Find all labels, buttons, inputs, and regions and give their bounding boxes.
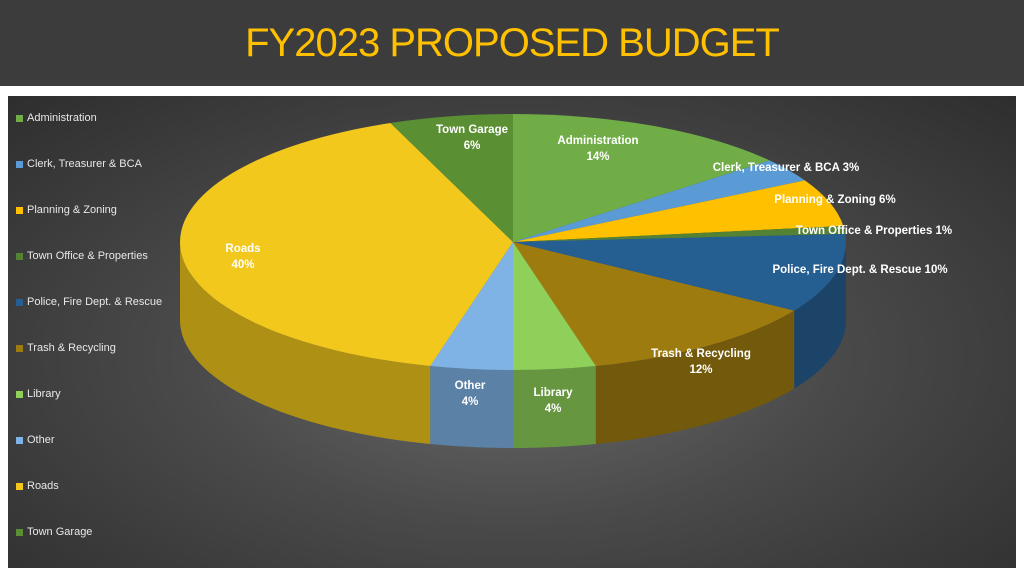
legend-label: Town Office & Properties: [27, 250, 148, 262]
legend-label: Other: [27, 434, 55, 446]
legend-item-trash-and-recycling: Trash & Recycling: [16, 342, 116, 354]
slice-label-name: Administration: [557, 135, 638, 147]
pie-slice-town-garage: [390, 114, 513, 242]
slice-label-name: Town Garage: [436, 124, 508, 136]
pie-slice-other: [430, 242, 513, 370]
legend-item-library: Library: [16, 388, 61, 400]
slice-label-administration: Administration 14%: [557, 135, 638, 163]
legend-label: Administration: [27, 112, 97, 124]
legend-swatch: [16, 482, 23, 490]
legend-swatch: [16, 344, 23, 352]
slice-label-name: Roads: [225, 243, 260, 255]
pie-side-roads: [180, 242, 431, 444]
pie-slice-town-office-and-properties: [513, 225, 846, 242]
slice-label-trash-and-recycling: Trash & Recycling 12%: [651, 348, 751, 376]
pie-slice-trash-and-recycling: [513, 242, 795, 366]
slice-label-other: Other 4%: [455, 380, 486, 408]
pie-side-library: [513, 365, 596, 448]
slice-label-name: Other: [455, 380, 486, 392]
legend-label: Police, Fire Dept. & Rescue: [27, 296, 163, 308]
legend-swatch: [16, 390, 23, 398]
slice-label-value: 12%: [689, 364, 712, 376]
pie-side-police-fire-dept-and-rescue: [794, 242, 846, 389]
pie-slice-library: [513, 242, 596, 370]
legend-swatch: [16, 436, 23, 444]
slice-label-name: Library: [534, 387, 574, 399]
legend-label: Town Garage: [27, 526, 93, 538]
legend-label: Library: [27, 388, 61, 400]
legend-swatch: [16, 206, 23, 214]
pie-slice-police-fire-dept-and-rescue: [513, 233, 846, 311]
slice-label-roads: Roads 40%: [225, 243, 260, 271]
slice-label-value: 6%: [464, 140, 481, 152]
slice-label-value: 4%: [462, 396, 479, 408]
legend-item-other: Other: [16, 434, 55, 446]
legend-item-town-office-and-properties: Town Office & Properties: [16, 250, 148, 262]
legend-item-planning-and-zoning: Planning & Zoning: [16, 204, 117, 216]
pie-side-other: [430, 365, 513, 448]
pie-slice-clerk-treasurer-and-bca: [513, 160, 805, 242]
legend-swatch: [16, 252, 23, 260]
pie-side-trash-and-recycling: [595, 310, 795, 444]
slice-label-value: 4%: [545, 403, 562, 415]
pie-slice-administration: [513, 114, 770, 242]
slice-label-police-fire-dept-and-rescue: Police, Fire Dept. & Rescue 10%: [772, 264, 947, 276]
legend-swatch: [16, 528, 23, 536]
page-title: FY2023 PROPOSED BUDGET: [245, 20, 780, 65]
chart-legend: Administration Clerk, Treasurer & BCA Plan…: [16, 112, 186, 552]
legend-item-roads: Roads: [16, 480, 59, 492]
slice-label-planning-and-zoning: Planning & Zoning 6%: [774, 194, 895, 206]
pie-slice-roads: [179, 122, 513, 366]
slice-label-library: Library 4%: [534, 387, 574, 415]
legend-swatch: [16, 298, 23, 306]
legend-label: Planning & Zoning: [27, 204, 117, 216]
legend-label: Roads: [27, 480, 59, 492]
legend-item-clerk-treasurer-and-bca: Clerk, Treasurer & BCA: [16, 158, 142, 170]
legend-item-town-garage: Town Garage: [16, 526, 92, 538]
slice-label-value: 14%: [586, 151, 609, 163]
legend-item-police-fire-dept-and-rescue: Police, Fire Dept. & Rescue: [16, 296, 162, 308]
pie-slice-planning-and-zoning: [513, 180, 844, 242]
slice-label-name: Trash & Recycling: [651, 348, 751, 360]
legend-label: Clerk, Treasurer & BCA: [27, 158, 142, 170]
slice-label-clerk-treasurer-and-bca: Clerk, Treasurer & BCA 3%: [713, 162, 860, 174]
slice-label-town-garage: Town Garage 6%: [436, 124, 508, 152]
legend-label: Trash & Recycling: [27, 342, 116, 354]
title-bar: FY2023 PROPOSED BUDGET: [0, 0, 1024, 86]
legend-swatch: [16, 160, 23, 168]
slice-label-value: 40%: [231, 259, 254, 271]
legend-item-administration: Administration: [16, 112, 97, 124]
legend-swatch: [16, 114, 23, 122]
slice-label-town-office-and-properties: Town Office & Properties 1%: [796, 225, 952, 237]
